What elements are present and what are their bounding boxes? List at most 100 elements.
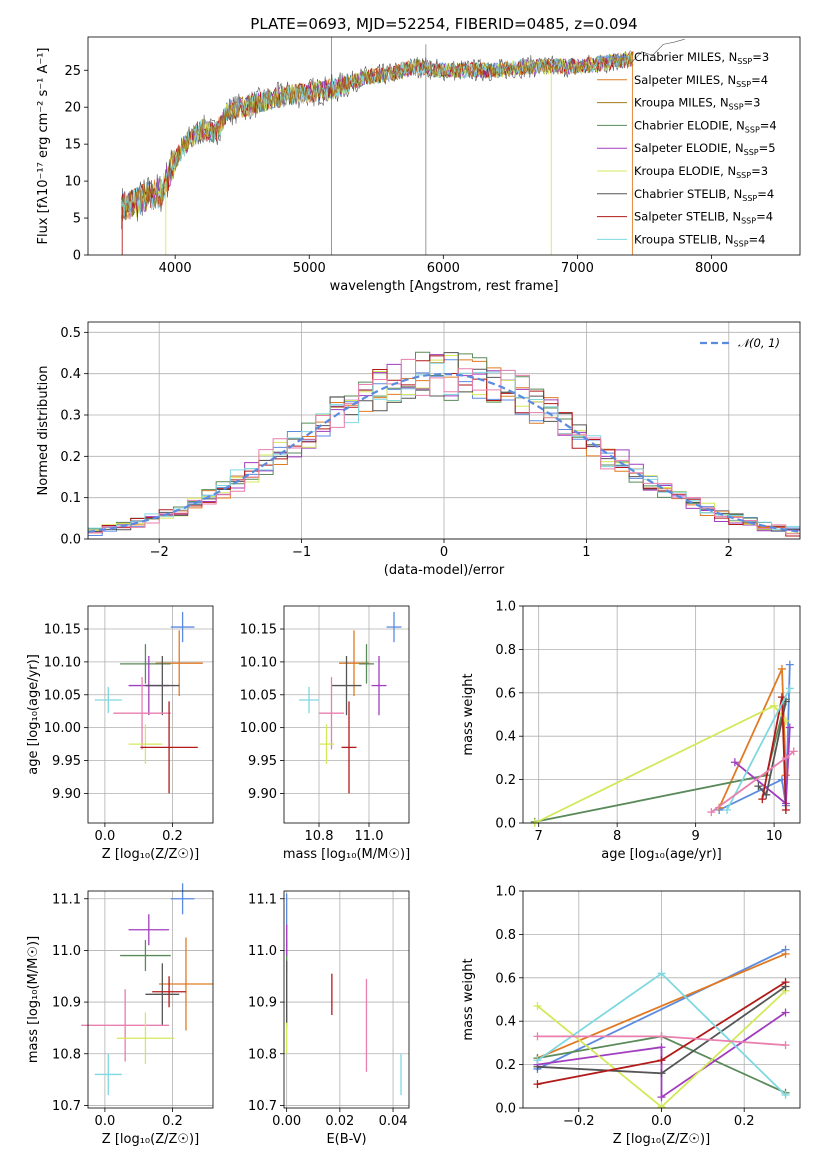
weight-marker xyxy=(657,1032,666,1041)
x-axis-label: age [log₁₀(age/yr)] xyxy=(601,847,722,862)
y-tick-label: 10.8 xyxy=(248,1047,277,1062)
mass_vs_Z-panel: 0.0 0.2 10.7 10.8 10.9 11.0 11.1 Z [log₁₀(Z/Z☉)… xyxy=(26,883,214,1147)
legend-label: 𝒩(0, 1) xyxy=(738,336,780,350)
x-tick-label: 10.8 xyxy=(305,829,334,844)
errorbar-point xyxy=(94,686,122,714)
y-tick-label: 10.8 xyxy=(52,1047,81,1062)
weight-marker xyxy=(533,1002,542,1011)
spectrum-legend: Chabrier MILES, NSSP=3 Salpeter MILES, NS… xyxy=(597,50,777,248)
weight-series xyxy=(533,1032,790,1050)
x-axis-label: wavelength [Angstrom, rest frame] xyxy=(330,279,559,294)
x-tick-label: 7000 xyxy=(561,261,594,276)
x-tick-label: 10 xyxy=(766,829,783,844)
y-tick-label: 0.4 xyxy=(60,367,81,382)
errorbar-point xyxy=(94,1053,122,1096)
normal-curve xyxy=(88,372,800,533)
x-tick-label: 8000 xyxy=(695,261,728,276)
x-tick-label: 0.2 xyxy=(734,1114,755,1129)
mass_vs_EBV-panel: 0.00 0.02 0.04 10.7 10.8 10.9 11.0 11.1 E(B-V) xyxy=(248,890,410,1147)
x-tick-label: 0.04 xyxy=(379,1114,408,1129)
weight-line xyxy=(718,664,791,811)
weight-marker xyxy=(785,660,794,669)
errorbar-point xyxy=(299,686,319,714)
errorbar-point xyxy=(359,644,374,684)
x-axis-label: Z [log₁₀(Z/Z☉)] xyxy=(102,1132,199,1147)
y-tick-label: 10.10 xyxy=(240,655,277,670)
weight-marker xyxy=(657,1043,666,1052)
x-axis-label: E(B-V) xyxy=(326,1132,366,1147)
age_vs_Z-plot-area xyxy=(94,611,203,794)
y-tick-label: 0.0 xyxy=(495,817,516,832)
y-tick-label: 0.8 xyxy=(495,643,516,658)
y-tick-label: 1.0 xyxy=(495,885,516,900)
y-tick-label: 0.8 xyxy=(495,928,516,943)
weight-marker xyxy=(657,1069,666,1078)
weight-marker xyxy=(781,978,790,987)
mass_vs_EBV-frame xyxy=(283,890,410,1109)
spectrum-panel: 4000 5000 6000 7000 8000 0 5 10 15 20 25 wavelength… xyxy=(36,36,801,294)
x-axis-label: Z [log₁₀(Z/Z☉)] xyxy=(613,1132,710,1147)
x-tick-label: 7 xyxy=(535,829,543,844)
weight-marker xyxy=(781,805,790,814)
x-tick-label: 1 xyxy=(582,545,590,560)
x-tick-label: 0.0 xyxy=(95,1114,116,1129)
weight-marker xyxy=(533,1032,542,1041)
mass_vs_Z-frame xyxy=(87,890,214,1109)
mass_vs_EBV-plot-area xyxy=(286,893,402,1096)
y-tick-label: 10.9 xyxy=(248,996,277,1011)
errorbar-point xyxy=(319,677,344,750)
age_vs_mass-frame xyxy=(283,605,410,824)
y-tick-label: 10.05 xyxy=(44,688,81,703)
x-tick-label: 6000 xyxy=(427,261,460,276)
x-tick-label: 9 xyxy=(691,829,699,844)
errorbar-point xyxy=(128,914,170,946)
errorbar-point xyxy=(145,655,180,716)
errorbar-point xyxy=(170,611,195,643)
x-axis-label: mass [log₁₀(M/M☉)] xyxy=(283,847,410,862)
errorbar-point xyxy=(331,655,362,716)
x-tick-label: 2 xyxy=(725,545,733,560)
weight-marker xyxy=(777,664,786,673)
y-tick-label: 0.6 xyxy=(495,686,516,701)
errorbar-point xyxy=(120,644,171,684)
y-tick-label: 0.3 xyxy=(60,409,81,424)
y-tick-label: 0.2 xyxy=(495,773,516,788)
weight-line xyxy=(534,704,787,824)
weight-marker xyxy=(723,805,732,814)
legend-label: Chabrier STELIB, NSSP=4 xyxy=(634,187,774,203)
y-tick-label: 9.90 xyxy=(248,787,277,802)
y-tick-label: 0.1 xyxy=(60,491,81,506)
errorbar-point xyxy=(113,677,171,750)
weight-marker xyxy=(730,758,739,767)
weight-line xyxy=(537,948,786,1070)
legend-label: Kroupa ELODIE, NSSP=3 xyxy=(634,164,768,180)
y-tick-label: 0.0 xyxy=(60,533,81,548)
weight-marker xyxy=(781,753,790,762)
legend-label: Kroupa MILES, NSSP=3 xyxy=(634,96,760,112)
spectrum-frame xyxy=(87,36,801,256)
residuals-panel: −2 −1 0 1 2 0.0 0.1 0.2 0.3 0.4 0.5 (data-model)/er… xyxy=(36,321,801,578)
errorbar-point xyxy=(170,883,195,915)
y-axis-label: mass weight xyxy=(461,673,476,755)
x-axis-label: Z [log₁₀(Z/Z☉)] xyxy=(102,847,199,862)
y-axis-label: age [log₁₀(age/yr)] xyxy=(26,654,41,775)
y-tick-label: 0.4 xyxy=(495,1015,516,1030)
y-tick-label: 9.90 xyxy=(52,787,81,802)
y-axis-label: mass [log₁₀(M/M☉)] xyxy=(26,936,41,1063)
legend-label: Kroupa STELIB, NSSP=4 xyxy=(634,232,765,248)
x-tick-label: −0.2 xyxy=(563,1114,595,1129)
weight-marker xyxy=(781,949,790,958)
legend-label: Salpeter MILES, NSSP=4 xyxy=(634,73,768,89)
y-tick-label: 10.7 xyxy=(248,1099,277,1114)
residuals-plot-area xyxy=(88,351,800,539)
x-tick-label: 0.2 xyxy=(162,829,183,844)
weight-marker xyxy=(533,1080,542,1089)
weight-series xyxy=(723,684,794,814)
legend-label: Chabrier ELODIE, NSSP=4 xyxy=(634,118,777,134)
mass_vs_Z-plot-area xyxy=(81,883,213,1096)
weight-line xyxy=(726,688,791,811)
y-tick-label: 0.5 xyxy=(60,326,81,341)
x-tick-label: 0 xyxy=(440,545,448,560)
y-tick-label: 0.4 xyxy=(495,730,516,745)
y-tick-label: 0.0 xyxy=(495,1102,516,1117)
